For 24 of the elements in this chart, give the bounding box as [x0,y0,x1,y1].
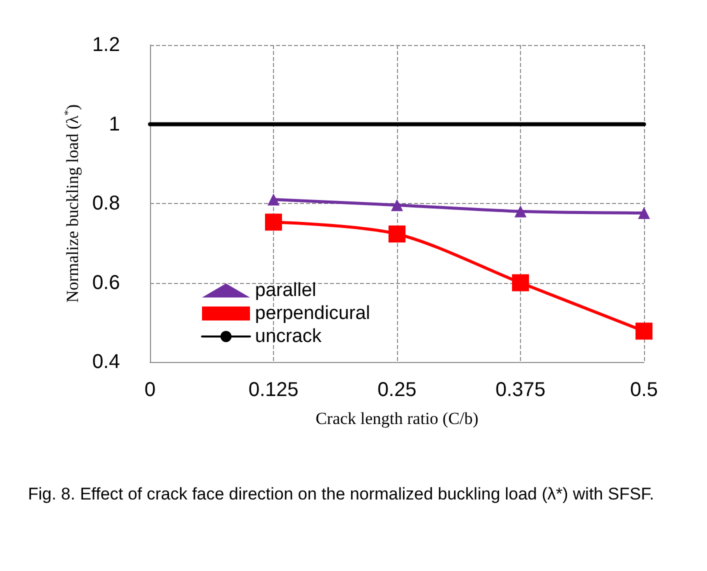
point [512,274,529,292]
point [268,194,280,206]
x-tick-label: 0 [144,379,156,401]
legend-label: perpendicural [255,303,370,324]
point [638,207,650,220]
legend-label: parallel [255,280,316,301]
y-tick-label: 1.2 [92,34,120,56]
point [388,226,406,243]
y-tick-label: 0.4 [92,351,120,373]
point [636,322,652,340]
x-tick-label: 0.25 [378,379,416,401]
y-tick-label: 1 [108,113,120,136]
legend-label: uncrack [255,326,322,347]
y-tick-label: 0.6 [92,272,120,294]
point [391,199,403,212]
y-tick-label: 0.8 [92,192,120,214]
x-tick-label: 0.125 [248,379,299,401]
x-axis-title: Crack length ratio (C/b) [316,409,478,428]
point [265,214,282,231]
point [514,205,526,218]
caption: Fig. 8. Effect of crack face direction on the normalized buckling load (λ*) with SFSF. [28,484,654,504]
x-tick-label: 0.5 [630,379,658,401]
x-tick-label: 0.375 [495,379,546,401]
y-axis-title: Normalize buckling load (λ*) [62,104,82,303]
